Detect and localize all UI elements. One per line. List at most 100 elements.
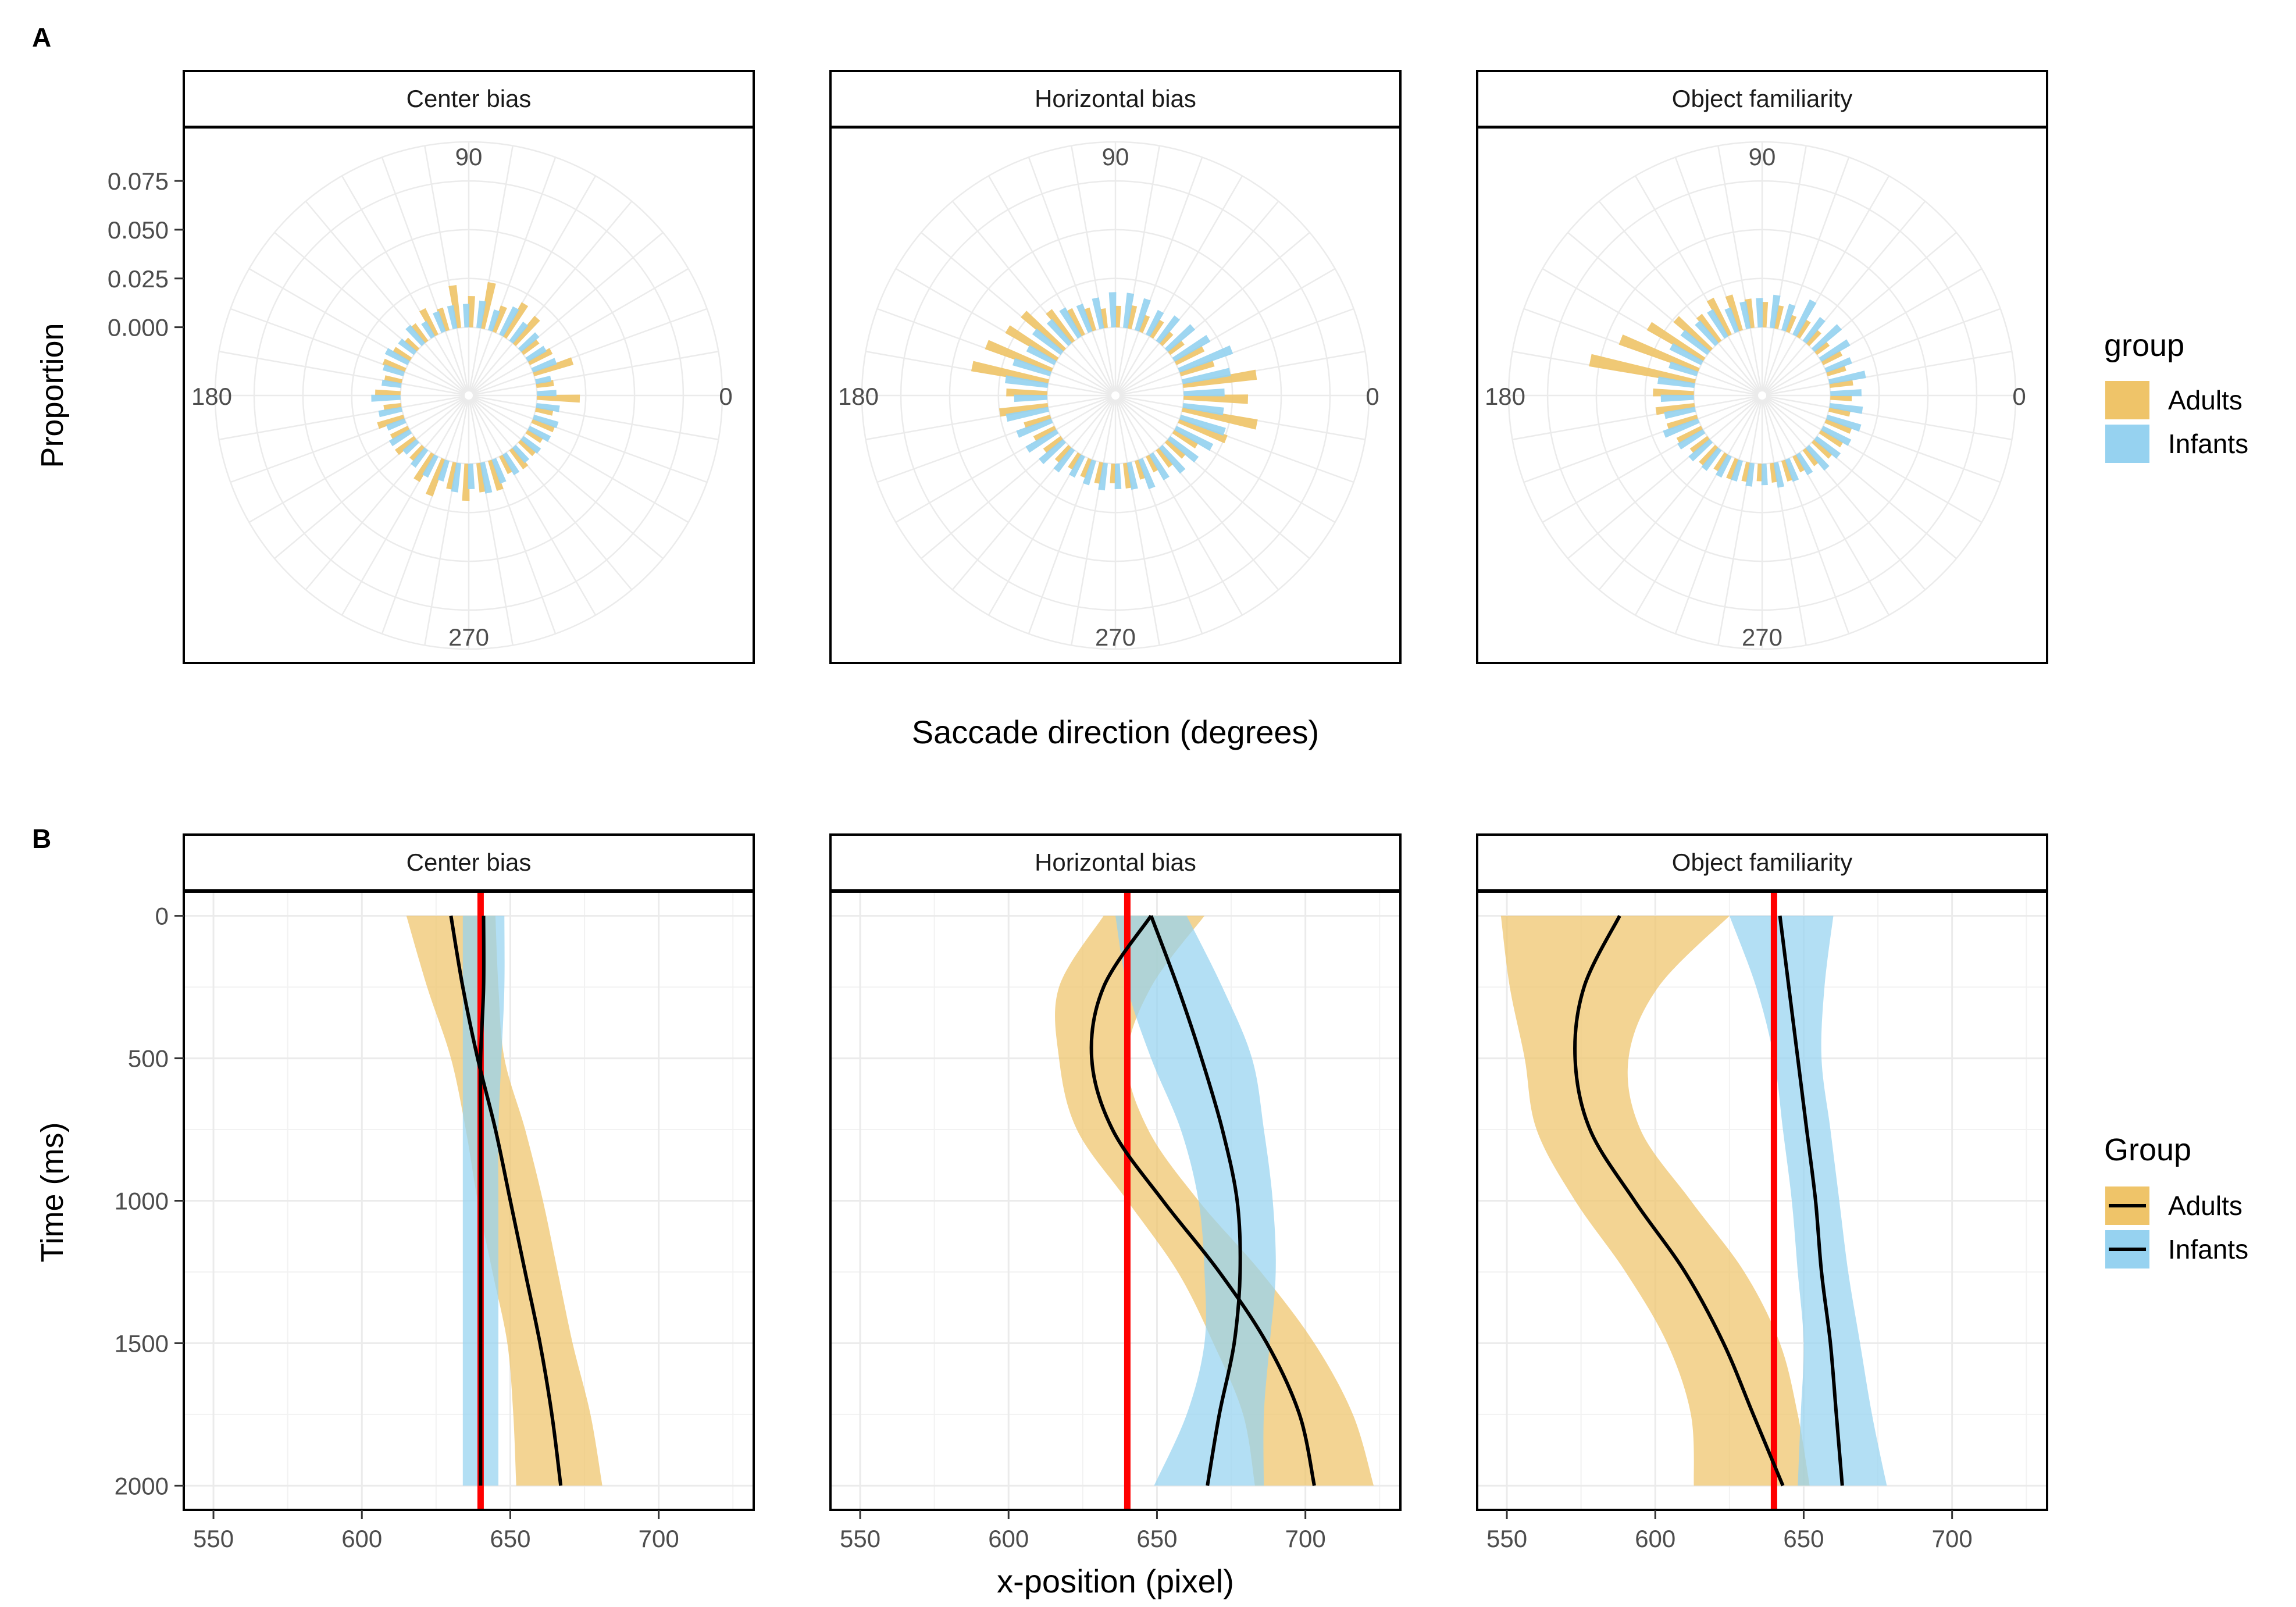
polar-bar-infants-80 — [1770, 294, 1781, 329]
grid-spoke — [219, 351, 469, 397]
polar-bar-adults-70 — [1138, 314, 1150, 333]
polar-bar-infants-50 — [1156, 315, 1180, 344]
grid-spoke — [1523, 394, 1763, 483]
proportion-axis-title: Proportion — [35, 323, 70, 468]
polar-bar-adults-190 — [383, 403, 402, 411]
polar-bar-infants-210 — [1025, 429, 1059, 453]
polar-bar-adults-240 — [1713, 452, 1729, 472]
polar-bar-adults-320 — [1811, 439, 1833, 459]
polar-bar-infants-240 — [1069, 454, 1085, 478]
polar-bar-adults-270 — [1756, 464, 1763, 482]
polar-bar-adults-110 — [436, 307, 450, 332]
grid-spoke — [1761, 175, 1890, 396]
polar-bar-infants-310 — [1158, 444, 1186, 474]
polar-bar-adults-320 — [518, 439, 537, 457]
ribbon-adults — [1055, 915, 1374, 1486]
polar-bar-infants-320 — [1814, 436, 1841, 459]
polar-bar-adults-220 — [1689, 436, 1710, 454]
grid-spoke — [468, 394, 708, 483]
polar-bar-infants-40 — [518, 332, 540, 352]
trajectory-axes: 0 500 1000 1500 2000 550 600 650 700 550 600 650 700… — [115, 903, 1973, 1552]
polar-bar-adults-130 — [1696, 313, 1722, 344]
legend-title: group — [2104, 328, 2184, 363]
facet-title: Center bias — [407, 849, 532, 876]
polar-bar-adults-30 — [1174, 345, 1205, 365]
polar-bar-infants-320 — [520, 436, 541, 454]
polar-bar-infants-350 — [1829, 403, 1863, 414]
polar-plot-border — [1476, 126, 2048, 664]
grid-spoke — [1115, 268, 1336, 397]
ribbon-infants — [1729, 915, 1887, 1486]
polar-bar-infants-130 — [1046, 319, 1072, 347]
polar-bar-infants-220 — [1688, 439, 1713, 462]
polar-bar-infants-50 — [1802, 316, 1826, 344]
polar-bar-infants-10 — [1828, 370, 1866, 384]
grid-ring — [949, 229, 1282, 562]
x-tick-label: 600 — [1635, 1525, 1675, 1552]
polar-bar-adults-30 — [1821, 350, 1843, 365]
grid-spoke — [1115, 395, 1310, 560]
polar-bar-adults-340 — [1824, 418, 1852, 434]
grid-spoke — [468, 268, 689, 397]
grid-spoke — [1567, 395, 1763, 560]
grid-ring — [1546, 180, 1978, 611]
polar-bar-adults-340 — [1178, 418, 1228, 444]
polar-bar-infants-60 — [1792, 299, 1817, 337]
polar-bar-infants-300 — [1149, 452, 1170, 480]
grid-ring — [302, 229, 636, 562]
grid-spoke — [274, 395, 469, 560]
ribbon-adults — [406, 915, 602, 1486]
grid-ring — [861, 141, 1370, 650]
polar-bar-adults-250 — [1080, 458, 1093, 479]
polar-bar-adults-20 — [1826, 365, 1846, 376]
polar-bar-adults-60 — [1149, 319, 1164, 339]
polar-bar-infants-100 — [1739, 301, 1751, 329]
facet-strip — [183, 70, 755, 128]
polar-bar-infants-290 — [1138, 458, 1156, 490]
polar-bar-adults-170 — [1589, 354, 1696, 384]
x-tick-label: 550 — [1486, 1525, 1527, 1552]
polar-bar-infants-90 — [463, 304, 470, 327]
line-plot — [830, 892, 1400, 1510]
polar-bar-infants-20 — [531, 358, 557, 373]
legend-label-infants: Infants — [2168, 1234, 2248, 1264]
grid-spoke — [865, 394, 1116, 440]
polar-bar-infants-210 — [388, 429, 412, 447]
polar-bar-adults-350 — [1828, 407, 1851, 417]
polar-bar-infants-260 — [1745, 462, 1755, 487]
polar-bar-infants-180 — [1014, 394, 1047, 402]
grid-spoke — [987, 175, 1117, 396]
polar-bar-infants-150 — [384, 348, 410, 365]
polar-bar-adults-180 — [1006, 389, 1047, 397]
x-tick-label: 700 — [639, 1525, 679, 1552]
grid-spoke — [468, 145, 514, 396]
panel-a-label: A — [32, 22, 51, 52]
legend-label-adults: Adults — [2168, 385, 2242, 415]
grid-spoke — [468, 231, 664, 396]
grid-spoke — [876, 394, 1116, 483]
angle-label-0: 0 — [2012, 383, 2026, 410]
polar-bar-adults-290 — [1781, 459, 1794, 482]
polar-bar-infants-130 — [1695, 320, 1719, 347]
polar-bar-adults-80 — [1773, 305, 1784, 329]
polar-bar-infants-140 — [398, 338, 417, 355]
polar-bar-infants-40 — [1164, 324, 1196, 352]
polar-bar-infants-40 — [1811, 324, 1842, 352]
angle-label-180: 180 — [191, 383, 232, 410]
polar-bar-adults-160 — [985, 340, 1053, 373]
legend-group-lines: Group Adults Infants — [2104, 1132, 2248, 1269]
facet-strip — [829, 833, 1402, 892]
polar-bar-adults-40 — [520, 338, 540, 355]
polar-bar-infants-340 — [1179, 415, 1226, 436]
polar-bar-infants-20 — [1824, 357, 1852, 373]
polar-bar-adults-330 — [1819, 429, 1844, 448]
polar-bar-adults-290 — [1135, 459, 1146, 480]
x-tick-label: 650 — [490, 1525, 530, 1552]
grid-spoke — [895, 394, 1116, 523]
x-tick-label: 550 — [193, 1525, 234, 1552]
panel-b-label: B — [32, 824, 51, 854]
polar-bar-adults-90 — [1761, 302, 1769, 327]
grid-spoke — [1762, 395, 1957, 560]
polar-bar-infants-230 — [410, 447, 429, 468]
